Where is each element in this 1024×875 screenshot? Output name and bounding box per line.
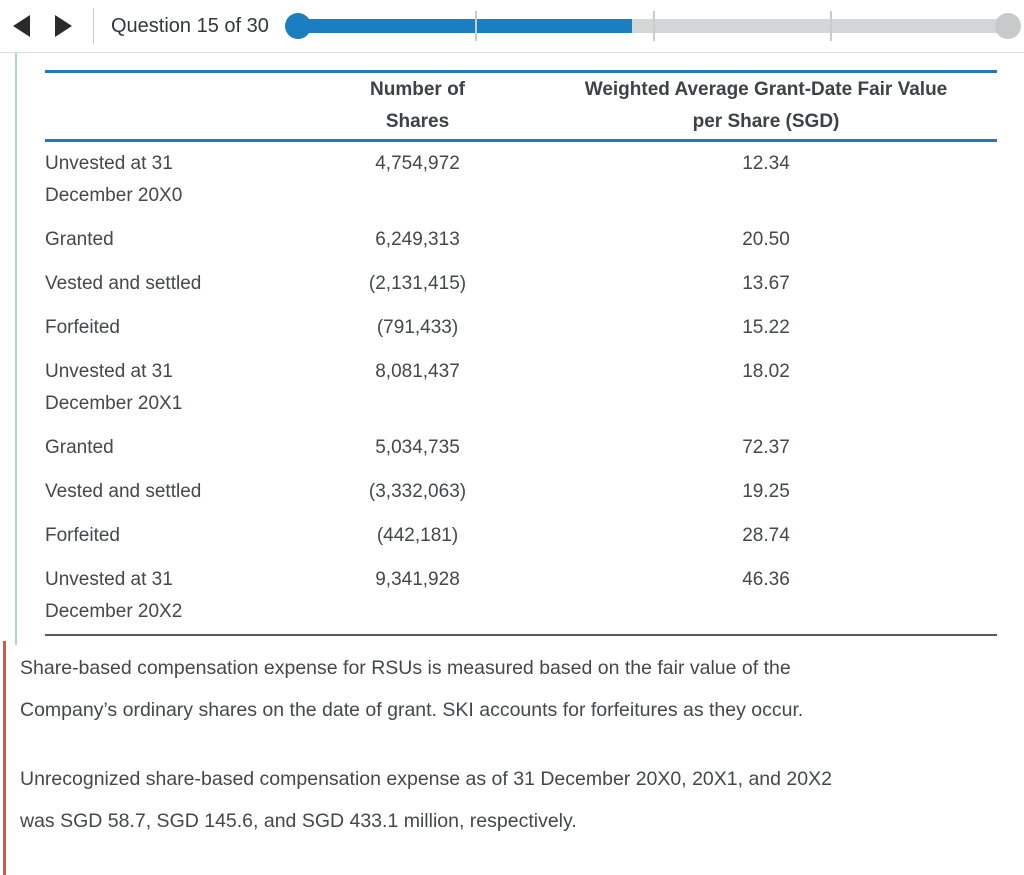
question-navigation-toolbar: Question 15 of 30 (0, 0, 1024, 53)
row-label: Forfeited (45, 525, 120, 546)
table-row: Vested and settled (2,131,415) 13.67 (45, 262, 997, 306)
progress-end-thumb[interactable] (995, 13, 1021, 39)
shares-value: (791,433) (376, 317, 459, 338)
progress-fill (297, 19, 632, 33)
previous-question-button[interactable] (0, 3, 42, 49)
progress-track[interactable] (297, 11, 1008, 41)
row-label: Granted (45, 229, 114, 250)
row-label: Unvested at 31 December 20X2 (45, 569, 183, 622)
fair-value: 18.02 (742, 361, 790, 382)
row-label: Granted (45, 437, 114, 458)
table-header-row: Number of Shares Weighted Average Grant-… (45, 72, 997, 141)
fair-value: 12.34 (742, 153, 790, 174)
table-row: Unvested at 31 December 20X1 8,081,437 1… (45, 350, 997, 426)
fair-value: 72.37 (742, 437, 790, 458)
progress-tick (475, 11, 478, 41)
shares-value: 6,249,313 (375, 229, 460, 250)
shares-value: 8,081,437 (375, 361, 460, 382)
question-progress-slider[interactable] (284, 11, 1021, 41)
table-row: Granted 5,034,735 72.37 (45, 426, 997, 470)
fair-value: 15.22 (742, 317, 790, 338)
progress-tick (652, 11, 655, 41)
fair-value: 19.25 (742, 481, 790, 502)
row-label: Unvested at 31 December 20X1 (45, 361, 183, 414)
footnote-paragraph: Unrecognized share-based compensation ex… (20, 768, 832, 832)
empty-header-cell (45, 72, 300, 141)
shares-value: 5,034,735 (375, 437, 460, 458)
table-row: Forfeited (442,181) 28.74 (45, 514, 997, 558)
progress-tick (830, 11, 833, 41)
question-content-area: Number of Shares Weighted Average Grant-… (0, 53, 1024, 875)
fair-value-column-header: Weighted Average Grant-Date Fair Value p… (584, 79, 948, 132)
row-label: Vested and settled (45, 273, 202, 294)
shares-value: 4,754,972 (375, 153, 460, 174)
shares-column-header: Number of Shares (370, 79, 465, 132)
table-row: Granted 6,249,313 20.50 (45, 218, 997, 262)
table-row: Vested and settled (3,332,063) 19.25 (45, 470, 997, 514)
rsu-activity-table: Number of Shares Weighted Average Grant-… (45, 70, 997, 636)
previous-arrow-icon (12, 15, 30, 37)
toolbar-divider (93, 8, 94, 44)
row-label: Forfeited (45, 317, 120, 338)
row-label: Vested and settled (45, 481, 202, 502)
next-question-button[interactable] (42, 3, 84, 49)
fair-value: 13.67 (742, 273, 790, 294)
table-row: Unvested at 31 December 20X0 4,754,972 1… (45, 141, 997, 219)
footnote-block: Share-based compensation expense for RSU… (3, 641, 1024, 875)
fair-value: 46.36 (742, 569, 790, 590)
shares-value: (3,332,063) (368, 481, 467, 502)
question-counter-label: Question 15 of 30 (111, 14, 269, 37)
table-row: Unvested at 31 December 20X2 9,341,928 4… (45, 558, 997, 635)
next-arrow-icon (54, 15, 72, 37)
shares-value: (2,131,415) (368, 273, 467, 294)
fair-value: 20.50 (742, 229, 790, 250)
fair-value: 28.74 (742, 525, 790, 546)
left-side-rule (15, 53, 17, 645)
shares-value: 9,341,928 (375, 569, 460, 590)
shares-value: (442,181) (376, 525, 459, 546)
row-label: Unvested at 31 December 20X0 (45, 153, 183, 206)
table-row: Forfeited (791,433) 15.22 (45, 306, 997, 350)
progress-start-thumb[interactable] (284, 13, 311, 39)
footnote-paragraph: Share-based compensation expense for RSU… (20, 657, 804, 721)
